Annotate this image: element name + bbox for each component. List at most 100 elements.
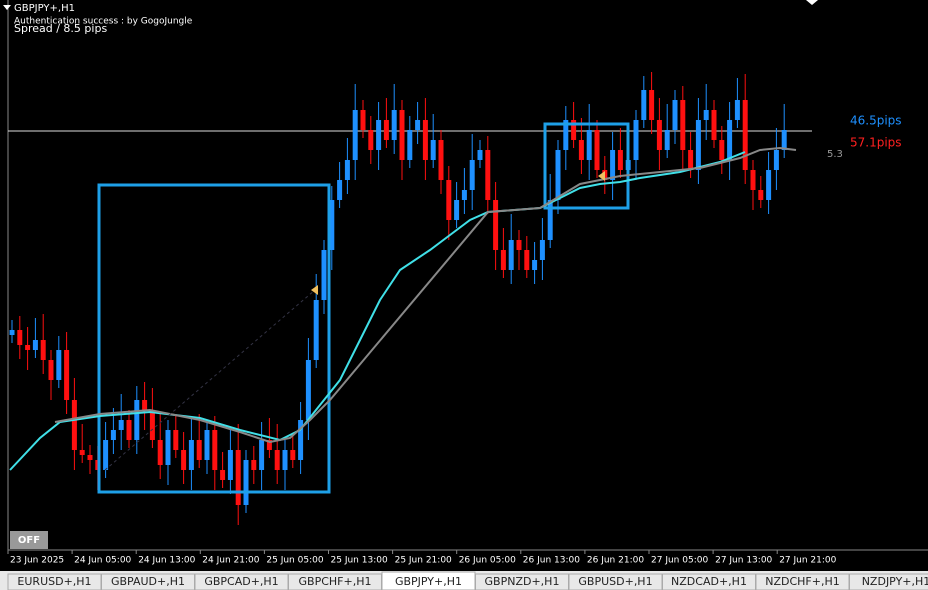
candle-body <box>649 90 655 120</box>
candle-body <box>118 420 124 430</box>
candle-body <box>103 440 109 470</box>
candle-body <box>251 460 257 470</box>
symbol-label: GBPJPY+,H1 <box>14 3 75 14</box>
candle-body <box>204 430 210 460</box>
candle-body <box>734 100 740 120</box>
candle-body <box>664 130 670 150</box>
candle-body <box>781 130 787 150</box>
candle-body <box>259 440 265 470</box>
candle-body <box>212 430 218 470</box>
candle-body <box>181 450 187 470</box>
candle-body <box>243 460 249 505</box>
pips-up: 46.5pips <box>850 114 902 128</box>
candle-body <box>376 120 382 150</box>
candle-body <box>87 455 93 460</box>
candle-body <box>563 120 569 150</box>
candle-body <box>196 440 202 460</box>
tab-label[interactable]: GBPCHF+,H1 <box>299 575 372 588</box>
tab-label[interactable]: GBPJPY+,H1 <box>395 575 462 588</box>
candle-body <box>165 430 171 465</box>
candle-body <box>399 110 405 160</box>
candle-body <box>173 430 179 450</box>
off-button[interactable] <box>10 531 48 549</box>
candle-body <box>71 400 77 450</box>
menu-arrow <box>3 5 11 10</box>
time-label: 25 Jun 05:00 <box>266 556 323 566</box>
time-label: 25 Jun 21:00 <box>395 556 452 566</box>
off-label[interactable]: OFF <box>18 535 40 546</box>
tab-label[interactable]: GBPNZD+,H1 <box>485 575 560 588</box>
candle-body <box>282 450 288 470</box>
candle-body <box>750 170 756 190</box>
candle-body <box>617 150 623 170</box>
candle-body <box>321 250 327 300</box>
candle-body <box>313 300 319 360</box>
candle-body <box>711 110 717 140</box>
tab-label[interactable]: NZDJPY+,H1 <box>862 575 928 588</box>
candle-body <box>407 130 413 160</box>
tab-label[interactable]: GBPAUD+,H1 <box>111 575 185 588</box>
candle-body <box>454 200 460 220</box>
candle-body <box>157 440 163 465</box>
candle-body <box>430 140 436 160</box>
tab-label[interactable]: EURUSD+,H1 <box>17 575 91 588</box>
candle-body <box>610 150 616 180</box>
time-label: 27 Jun 05:00 <box>651 556 708 566</box>
candle-body <box>40 340 46 360</box>
candle-body <box>368 130 374 150</box>
candle-body <box>142 400 148 410</box>
range-box <box>97 183 331 494</box>
candle-body <box>516 240 522 250</box>
candle-body <box>695 120 701 170</box>
candle-body <box>110 430 116 440</box>
candle-body <box>555 150 561 200</box>
candle-body <box>719 140 725 160</box>
candle-body <box>32 340 38 350</box>
candle-body <box>329 200 335 250</box>
tab-label[interactable]: GBPCAD+,H1 <box>204 575 278 588</box>
small-label: 5.3 <box>827 149 843 160</box>
candle-body <box>727 120 733 160</box>
tab[interactable] <box>849 573 928 590</box>
time-label: 24 Jun 05:00 <box>74 556 131 566</box>
trend-line <box>104 289 316 471</box>
candle-body <box>524 250 530 270</box>
tab-label[interactable]: GBPUSD+,H1 <box>578 575 652 588</box>
candle-body <box>461 190 467 200</box>
candle-body <box>539 240 545 260</box>
shift-marker <box>806 0 818 5</box>
candle-body <box>633 120 639 160</box>
arrow-marker <box>311 285 318 295</box>
candle-body <box>773 150 779 170</box>
candle-body <box>485 150 491 200</box>
time-label: 26 Jun 13:00 <box>523 556 580 566</box>
candle-body <box>586 130 592 160</box>
candle-body <box>391 110 397 140</box>
time-label: 26 Jun 05:00 <box>459 556 516 566</box>
time-axis: 23 Jun 2025 24 Jun 05:00 24 Jun 13:00 24 Ju… <box>7 550 837 566</box>
ma-slow <box>54 146 797 444</box>
candle-body <box>672 100 678 130</box>
auth-label: Authentication success : by GogoJungle <box>14 17 193 27</box>
tab-label[interactable]: NZDCHF+,H1 <box>765 575 840 588</box>
candle-body <box>344 160 350 180</box>
tab-label[interactable]: NZDCAD+,H1 <box>671 575 747 588</box>
candle-body <box>134 400 140 440</box>
candle-body <box>126 420 132 440</box>
candle-body <box>578 140 584 160</box>
candle-body <box>688 150 694 170</box>
candle-body <box>360 110 366 130</box>
candle-body <box>266 440 272 450</box>
candle-body <box>79 450 85 455</box>
time-label: 23 Jun 2025 <box>10 556 64 566</box>
candle-body <box>298 420 304 460</box>
candle-body <box>477 150 483 160</box>
candle-body <box>56 350 62 380</box>
candle-body <box>532 260 538 270</box>
candle-body <box>469 160 475 190</box>
candle-body <box>227 450 233 480</box>
candles <box>9 72 787 525</box>
